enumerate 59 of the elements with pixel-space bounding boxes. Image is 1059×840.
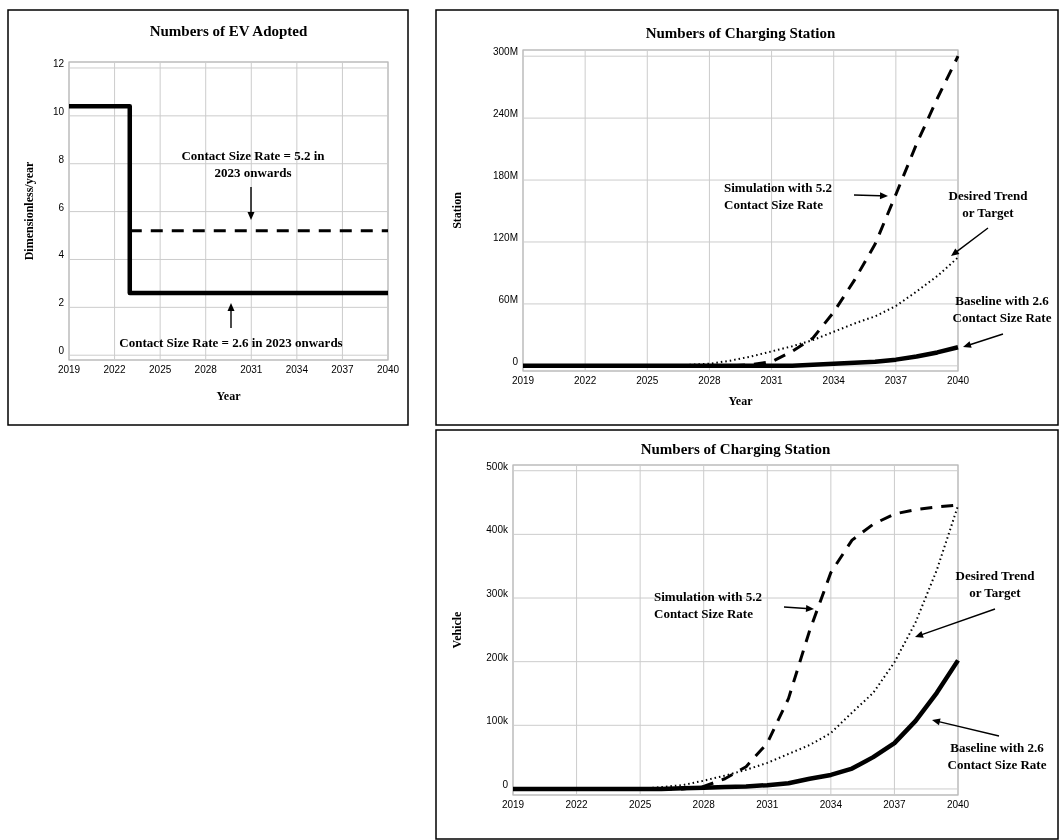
y-axis-title: Station	[450, 191, 464, 229]
y-axis-title: Dimensionless/year	[22, 161, 36, 261]
x-tick-label: 2034	[819, 799, 843, 810]
y-tick-label: 0	[512, 355, 519, 367]
x-axis-title: Year	[216, 389, 242, 403]
y-tick-label: 500k	[486, 460, 509, 472]
chart-title: Numbers of Charging Station	[645, 25, 836, 41]
x-tick-label: 2022	[565, 799, 589, 810]
x-tick-label: 2028	[692, 799, 716, 810]
y-tick-label: 12	[52, 57, 65, 69]
y-tick-label: 100k	[486, 715, 509, 727]
x-tick-label: 2022	[574, 375, 597, 386]
annotation: Contact Size Rate = 2.6 in 2023 onwards	[119, 335, 343, 350]
x-tick-label: 2028	[698, 375, 721, 386]
x-tick-label: 2028	[194, 364, 218, 375]
x-tick-label: 2037	[883, 799, 906, 810]
y-axis-title: Vehicle	[450, 610, 464, 649]
annotation: Baseline with 2.6 Contact Size Rate	[952, 293, 1052, 325]
x-tick-label: 2034	[285, 364, 309, 375]
annotation: Baseline with 2.6 Contact Size Rate	[947, 740, 1047, 772]
x-tick-label: 2025	[636, 375, 659, 386]
y-tick-label: 2	[58, 297, 65, 309]
y-tick-label: 400k	[486, 524, 509, 536]
x-tick-label: 2034	[822, 375, 846, 386]
y-tick-label: 0	[502, 778, 509, 790]
chart-title: Numbers of Charging Station	[640, 441, 831, 457]
x-tick-label: 2040	[376, 364, 400, 375]
y-tick-label: 240M	[492, 108, 518, 120]
y-tick-label: 60M	[498, 293, 518, 305]
x-tick-label: 2022	[103, 364, 127, 375]
y-tick-label: 180M	[492, 170, 518, 182]
x-tick-label: 2025	[629, 799, 652, 810]
annotation: Desired Trend or Target	[955, 568, 1036, 600]
x-tick-label: 2037	[884, 375, 908, 386]
x-tick-label: 2019	[501, 799, 525, 810]
y-tick-label: 0	[58, 345, 65, 357]
chart-title: Numbers of EV Adopted	[149, 23, 308, 39]
y-tick-label: 300M	[492, 46, 518, 58]
annotation: Desired Trend or Target	[948, 188, 1029, 220]
x-tick-label: 2019	[57, 364, 81, 375]
y-tick-label: 200k	[486, 651, 509, 663]
y-tick-label: 8	[58, 153, 65, 165]
x-tick-label: 2040	[946, 375, 970, 386]
y-tick-label: 4	[58, 249, 65, 261]
x-axis-title: Year	[728, 394, 754, 408]
x-tick-label: 2031	[756, 799, 779, 810]
y-tick-label: 120M	[492, 231, 518, 243]
x-tick-label: 2019	[511, 375, 535, 386]
x-tick-label: 2037	[331, 364, 354, 375]
x-tick-label: 2040	[946, 799, 970, 810]
y-tick-label: 300k	[486, 588, 509, 600]
x-tick-label: 2025	[149, 364, 172, 375]
x-tick-label: 2031	[760, 375, 784, 386]
y-tick-label: 10	[52, 105, 65, 117]
annotation: Simulation with 5.2 Contact Size Rate	[654, 589, 762, 621]
annotation: Simulation with 5.2 Contact Size Rate	[724, 180, 832, 212]
y-tick-label: 6	[58, 201, 65, 213]
x-tick-label: 2031	[240, 364, 263, 375]
annotation: Contact Size Rate = 5.2 in 2023 onwards	[181, 148, 326, 180]
